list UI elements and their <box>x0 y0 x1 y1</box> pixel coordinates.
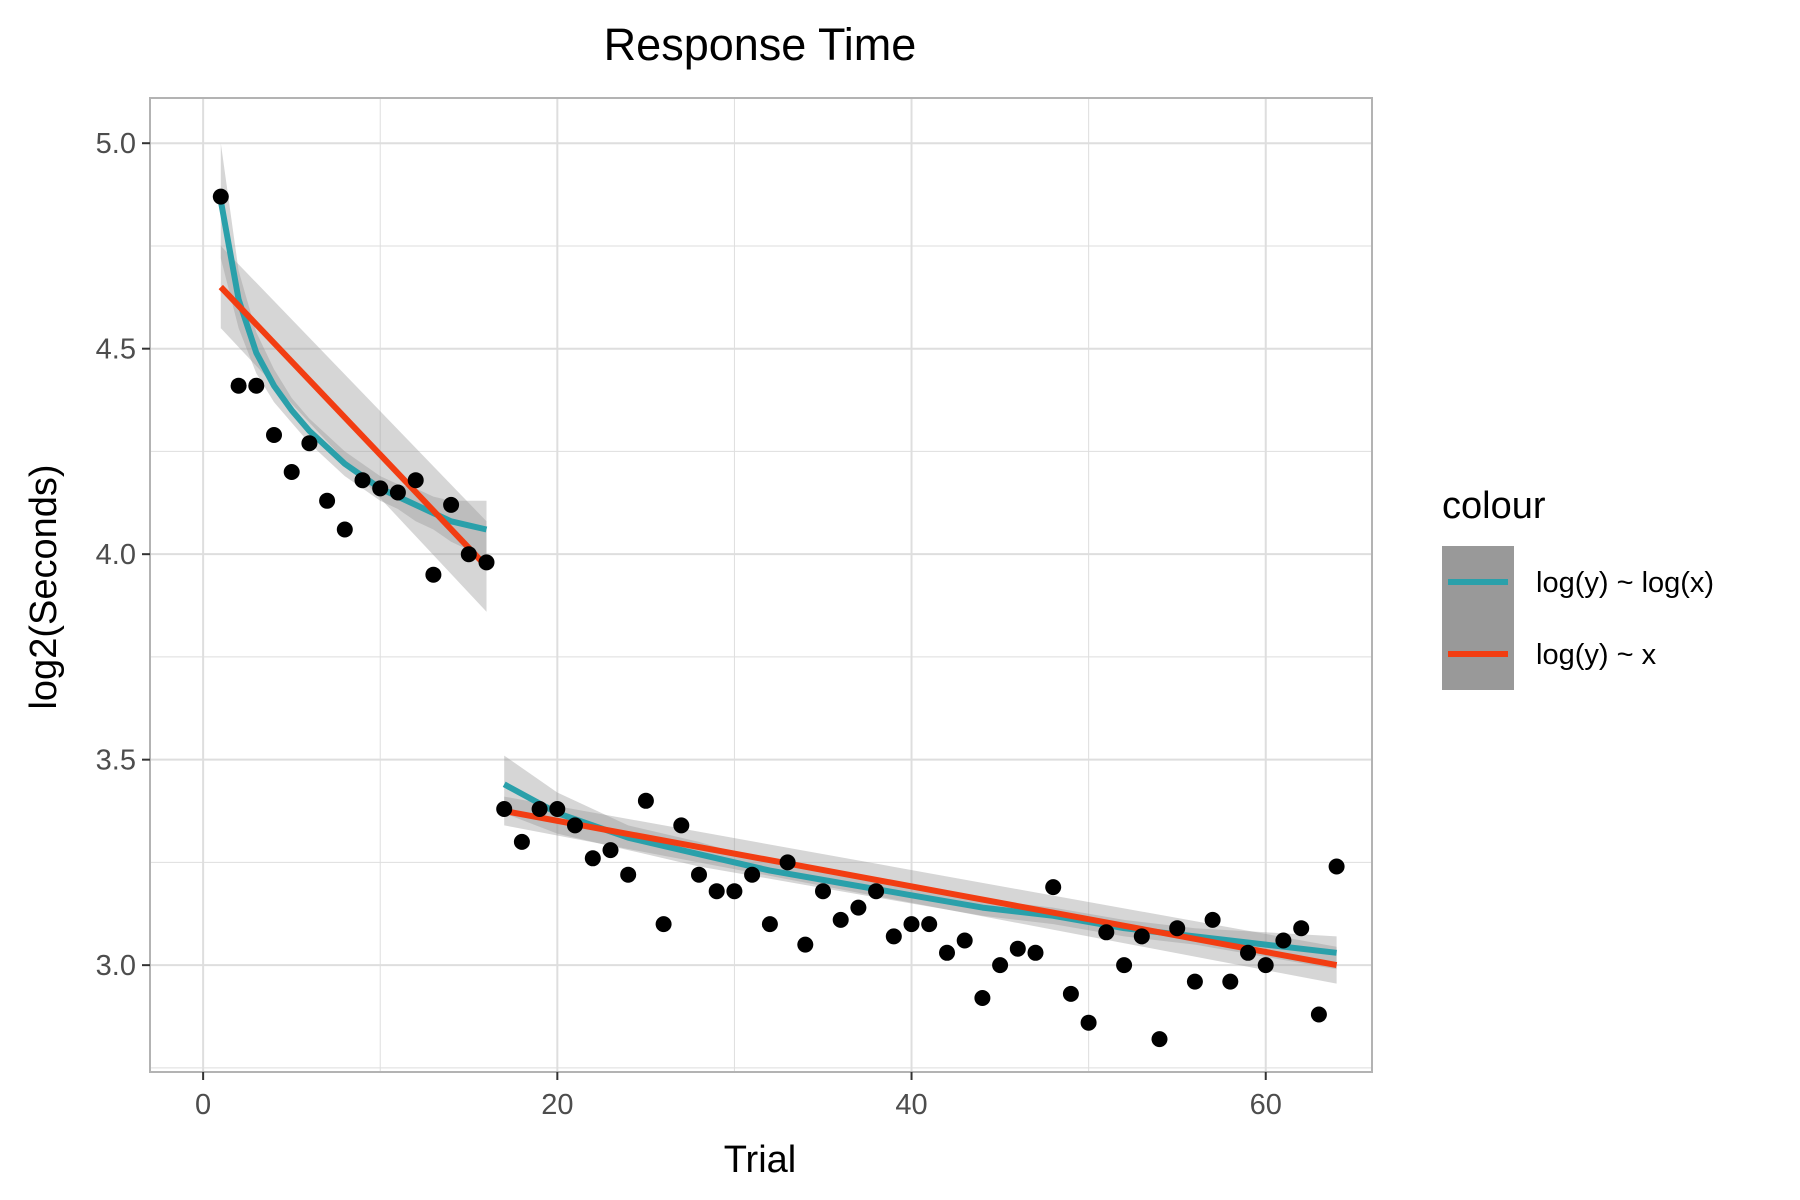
data-point <box>407 472 424 489</box>
minor-gridlines <box>150 98 1372 1072</box>
y-tick-label: 4.5 <box>96 334 136 366</box>
major-gridlines <box>150 98 1372 1072</box>
data-point <box>212 188 229 205</box>
y-tick-label: 3.0 <box>96 950 136 982</box>
data-point <box>584 850 601 867</box>
data-point <box>1062 985 1079 1002</box>
x-axis-ticks: 0 20 40 60 <box>195 1072 1282 1121</box>
plot-panel-border <box>149 97 1373 1073</box>
data-point <box>903 916 920 933</box>
data-point <box>850 899 867 916</box>
data-point <box>230 377 247 394</box>
data-point <box>1151 1031 1168 1048</box>
chart-title: Response Time <box>604 19 917 70</box>
data-point <box>1080 1014 1097 1031</box>
data-point <box>1116 957 1133 974</box>
data-point <box>1204 911 1221 928</box>
data-point <box>513 833 530 850</box>
data-point <box>425 566 442 583</box>
data-point <box>974 990 991 1006</box>
data-point <box>549 801 566 817</box>
data-point <box>443 496 460 513</box>
y-tick-label: 4.0 <box>96 539 136 571</box>
data-point <box>1222 973 1239 990</box>
fit-line <box>218 284 489 569</box>
plot-panel <box>150 98 1372 1072</box>
data-points <box>212 188 1345 1048</box>
data-point <box>885 928 902 945</box>
data-point <box>1257 957 1274 974</box>
legend-label: log(y) ~ x <box>1536 639 1657 671</box>
legend: colour log(y) ~ log(x) log(y) ~ x <box>1442 485 1714 690</box>
data-point <box>531 801 548 817</box>
data-point <box>1009 940 1026 957</box>
data-point <box>496 801 513 817</box>
data-point <box>478 554 495 571</box>
legend-entries: log(y) ~ log(x) log(y) ~ x <box>1442 546 1714 690</box>
data-point <box>1275 932 1292 949</box>
legend-label: log(y) ~ log(x) <box>1536 567 1714 599</box>
data-point <box>389 484 406 501</box>
x-tick-label: 0 <box>195 1089 211 1121</box>
data-point <box>1293 920 1310 937</box>
y-axis-ticks: 3.0 3.5 4.0 4.5 5.0 <box>96 128 150 982</box>
data-point <box>301 435 318 452</box>
data-point <box>602 842 619 859</box>
confidence-band <box>220 143 487 559</box>
data-point <box>637 792 654 809</box>
x-axis-title: Trial <box>724 1139 796 1181</box>
y-tick-label: 3.5 <box>96 745 136 777</box>
data-point <box>708 883 725 900</box>
data-point <box>939 944 955 961</box>
data-point <box>354 472 371 489</box>
data-point <box>673 817 690 834</box>
data-point <box>372 480 389 497</box>
x-tick-label: 60 <box>1250 1089 1282 1121</box>
data-point <box>761 916 778 933</box>
data-point <box>620 866 637 883</box>
fit-lines <box>217 200 1338 969</box>
data-point <box>283 464 300 480</box>
data-point <box>1098 924 1115 941</box>
data-point <box>1045 879 1062 896</box>
data-point <box>779 854 796 871</box>
data-point <box>868 883 885 900</box>
data-point <box>567 817 583 834</box>
data-point <box>815 883 831 900</box>
data-point <box>1186 973 1203 990</box>
data-point <box>1240 944 1256 961</box>
data-point <box>1328 858 1345 875</box>
data-point <box>1169 920 1186 937</box>
data-point <box>266 427 282 443</box>
legend-title: colour <box>1442 485 1546 527</box>
data-point <box>832 911 849 928</box>
y-axis-title: log2(Seconds) <box>23 464 65 709</box>
data-point <box>726 883 743 900</box>
data-point <box>1133 928 1150 945</box>
x-tick-label: 20 <box>541 1089 573 1121</box>
data-point <box>248 377 265 394</box>
fit-line <box>503 808 1338 969</box>
data-point <box>319 492 336 509</box>
data-point <box>921 916 938 933</box>
data-point <box>956 932 973 949</box>
data-point <box>460 546 477 563</box>
data-point <box>1027 944 1044 961</box>
data-point <box>797 936 814 953</box>
data-point <box>655 916 672 933</box>
data-point <box>336 521 353 538</box>
data-point <box>992 957 1009 974</box>
data-point <box>744 866 761 883</box>
data-point <box>1310 1006 1327 1023</box>
x-tick-label: 40 <box>895 1089 927 1121</box>
data-point <box>691 866 707 883</box>
y-tick-label: 5.0 <box>96 128 136 160</box>
